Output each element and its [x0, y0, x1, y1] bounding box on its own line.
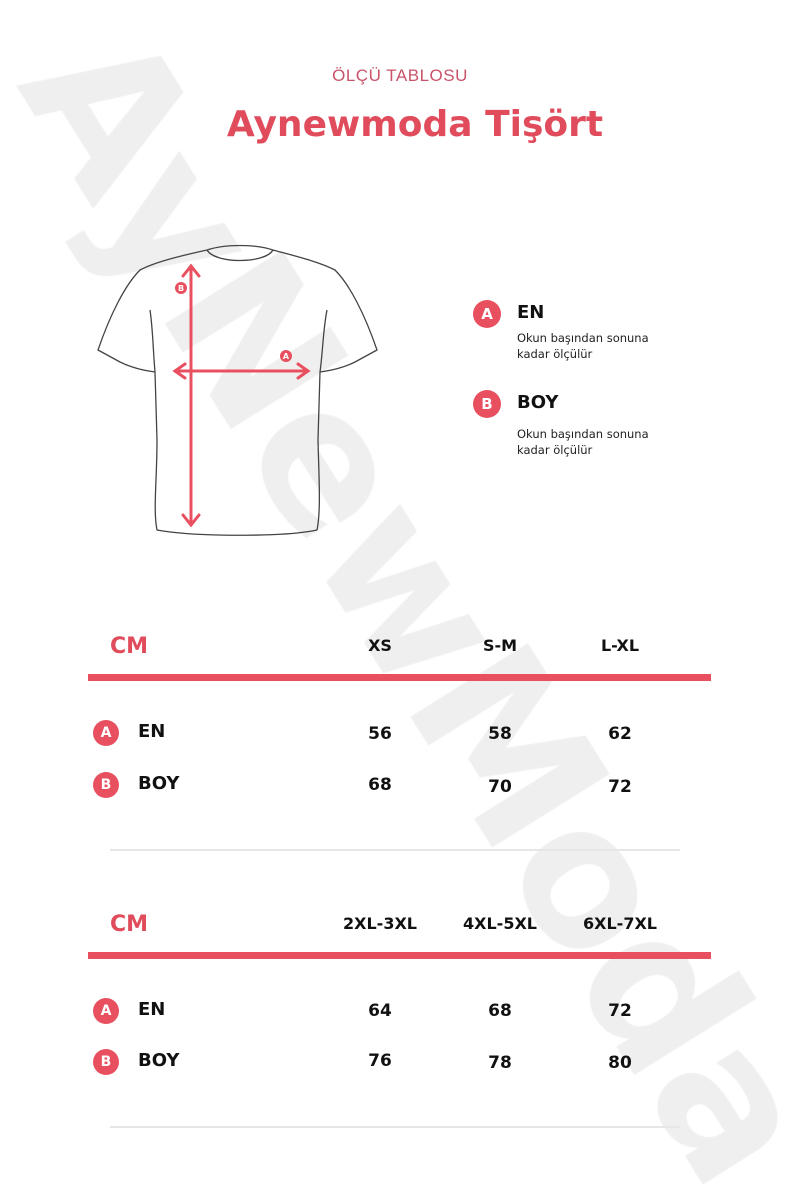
- legend-item-boy: B BOY Okun başından sonuna kadar ölçülür: [473, 390, 649, 457]
- tshirt-outline: [97, 244, 378, 536]
- legend-label: EN: [517, 302, 545, 323]
- size-header: XS: [368, 636, 392, 655]
- legend-desc-line: kadar ölçülür: [517, 443, 593, 457]
- legend-desc-line: kadar ölçülür: [517, 347, 593, 361]
- row-label: BOY: [138, 1050, 180, 1071]
- diagram-badge-b: B: [178, 284, 184, 293]
- cell-value: 72: [608, 1001, 632, 1021]
- cell-value: 56: [368, 724, 392, 744]
- cell-value: 78: [488, 1053, 512, 1073]
- row-label: BOY: [138, 773, 180, 794]
- unit-label: CM: [110, 634, 149, 659]
- page-subtitle: ÖLÇÜ TABLOSU: [332, 66, 468, 85]
- page-title: Aynewmoda Tişört: [226, 104, 604, 145]
- cell-value: 62: [608, 724, 632, 744]
- badge-b: B: [93, 772, 119, 798]
- height-arrow: [181, 263, 201, 528]
- cell-value: 64: [368, 1001, 392, 1021]
- table-row: B BOY 68 70 72: [93, 772, 693, 800]
- size-header: L-XL: [600, 636, 640, 655]
- legend-label: BOY: [517, 392, 559, 413]
- table-row: A EN 64 68 72: [93, 998, 693, 1026]
- size-header: 6XL-7XL: [583, 914, 657, 933]
- badge-b: B: [93, 1049, 119, 1075]
- cell-value: 80: [608, 1053, 632, 1073]
- badge-a: A: [93, 998, 119, 1024]
- diagram-badge-a: A: [283, 352, 290, 361]
- cell-value: 58: [488, 724, 512, 744]
- size-header: 4XL-5XL: [463, 914, 537, 933]
- table-row: A EN 56 58 62: [93, 720, 693, 748]
- header-divider: [88, 674, 711, 681]
- size-header: S-M: [482, 636, 518, 655]
- cell-value: 68: [488, 1001, 512, 1021]
- table-divider: [110, 1126, 680, 1128]
- cell-value: 70: [488, 777, 512, 797]
- legend-desc: Okun başından sonuna kadar ölçülür: [517, 426, 717, 458]
- cell-value: 68: [368, 775, 392, 795]
- legend-desc-line: Okun başından sonuna: [517, 331, 649, 345]
- unit-label: CM: [110, 912, 149, 937]
- row-label: EN: [138, 999, 166, 1020]
- size-header: 2XL-3XL: [343, 914, 417, 933]
- badge-b: B: [473, 390, 501, 418]
- cell-value: 72: [608, 777, 632, 797]
- tshirt-diagram: B A: [97, 244, 378, 536]
- width-arrow: [172, 362, 311, 380]
- badge-a: A: [93, 720, 119, 746]
- legend-desc: Okun başından sonuna kadar ölçülür: [517, 330, 717, 362]
- header-divider: [88, 952, 711, 959]
- legend-item-en: A EN Okun başından sonuna kadar ölçülür: [473, 300, 649, 361]
- row-label: EN: [138, 721, 166, 742]
- cell-value: 76: [368, 1051, 392, 1071]
- badge-a: A: [473, 300, 501, 328]
- table-divider: [110, 849, 680, 851]
- table-row: B BOY 76 78 80: [93, 1049, 693, 1077]
- legend-desc-line: Okun başından sonuna: [517, 427, 649, 441]
